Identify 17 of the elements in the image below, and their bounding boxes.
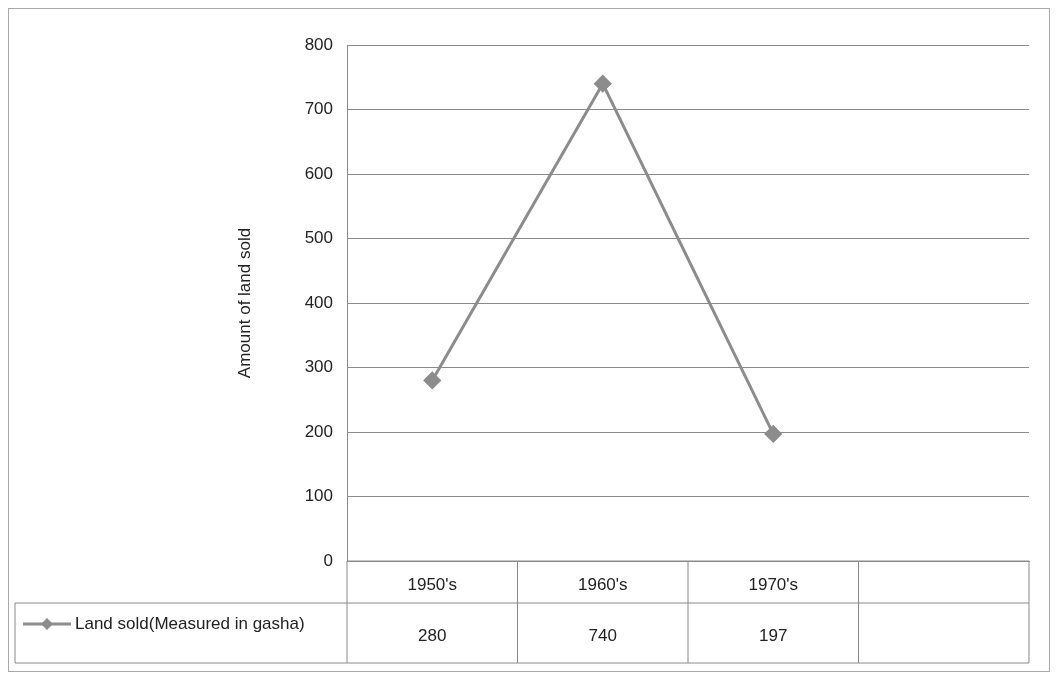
y-tick-label: 300	[304, 357, 333, 377]
y-tick-label: 700	[304, 99, 333, 119]
y-tick-label: 0	[323, 550, 333, 570]
data-label: 740	[588, 625, 617, 645]
x-tick-label: 1970's	[748, 574, 799, 594]
data-label: 280	[418, 625, 447, 645]
legend-label: Land sold(Measured in gasha)	[75, 613, 305, 633]
data-label: 197	[759, 625, 788, 645]
x-tick-label: 1960's	[577, 574, 628, 594]
x-tick-label: 1950's	[407, 574, 458, 594]
y-tick-label: 800	[304, 34, 333, 54]
y-tick-label: 600	[304, 163, 333, 183]
y-tick-label: 500	[304, 228, 333, 248]
y-tick-label: 100	[304, 486, 333, 506]
y-axis-title: Amount of land sold	[234, 227, 254, 379]
y-tick-label: 200	[304, 421, 333, 441]
y-tick-label: 400	[304, 292, 333, 312]
